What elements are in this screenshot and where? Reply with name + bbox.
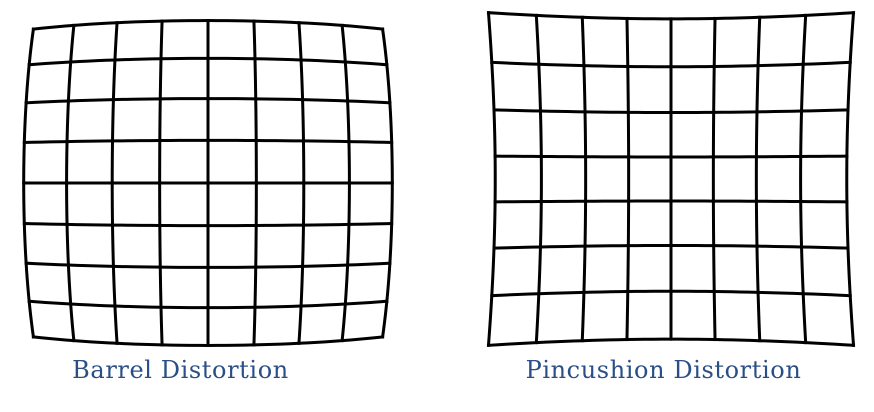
barrel-distortion-panel: Barrel Distortion (22, 19, 394, 384)
pincushion-distortion-grid (486, 11, 856, 347)
grid-horizontal-line (22, 221, 394, 228)
barrel-distortion-grid (22, 19, 394, 347)
grid-horizontal-line (490, 60, 852, 69)
grid-horizontal-line (31, 335, 385, 347)
grid-horizontal-line (22, 138, 394, 145)
grid-vertical-line (845, 11, 856, 347)
grid-horizontal-line (24, 261, 392, 269)
grid-horizontal-line (493, 154, 849, 159)
grid-horizontal-line (24, 97, 392, 105)
pincushion-distortion-caption: Pincushion Distortion (525, 356, 802, 384)
grid-vertical-line (534, 13, 543, 345)
grid-horizontal-line (486, 11, 856, 21)
grid-horizontal-line (493, 199, 849, 204)
grid-horizontal-line (490, 289, 852, 298)
grid-horizontal-line (27, 299, 389, 310)
grid-vertical-line (486, 11, 497, 347)
grid-horizontal-line (27, 56, 389, 67)
grid-horizontal-line (492, 108, 850, 115)
grid-vertical-line (625, 16, 631, 342)
barrel-distortion-caption: Barrel Distortion (72, 356, 289, 384)
grid-horizontal-line (492, 243, 850, 250)
grid-vertical-line (799, 13, 808, 345)
grid-vertical-line (580, 15, 588, 343)
grid-vertical-line (754, 15, 762, 343)
grid-horizontal-line (31, 19, 385, 31)
pincushion-distortion-panel: Pincushion Distortion (437, 0, 874, 412)
grid-vertical-line (711, 16, 717, 342)
grid-horizontal-line (486, 337, 856, 347)
